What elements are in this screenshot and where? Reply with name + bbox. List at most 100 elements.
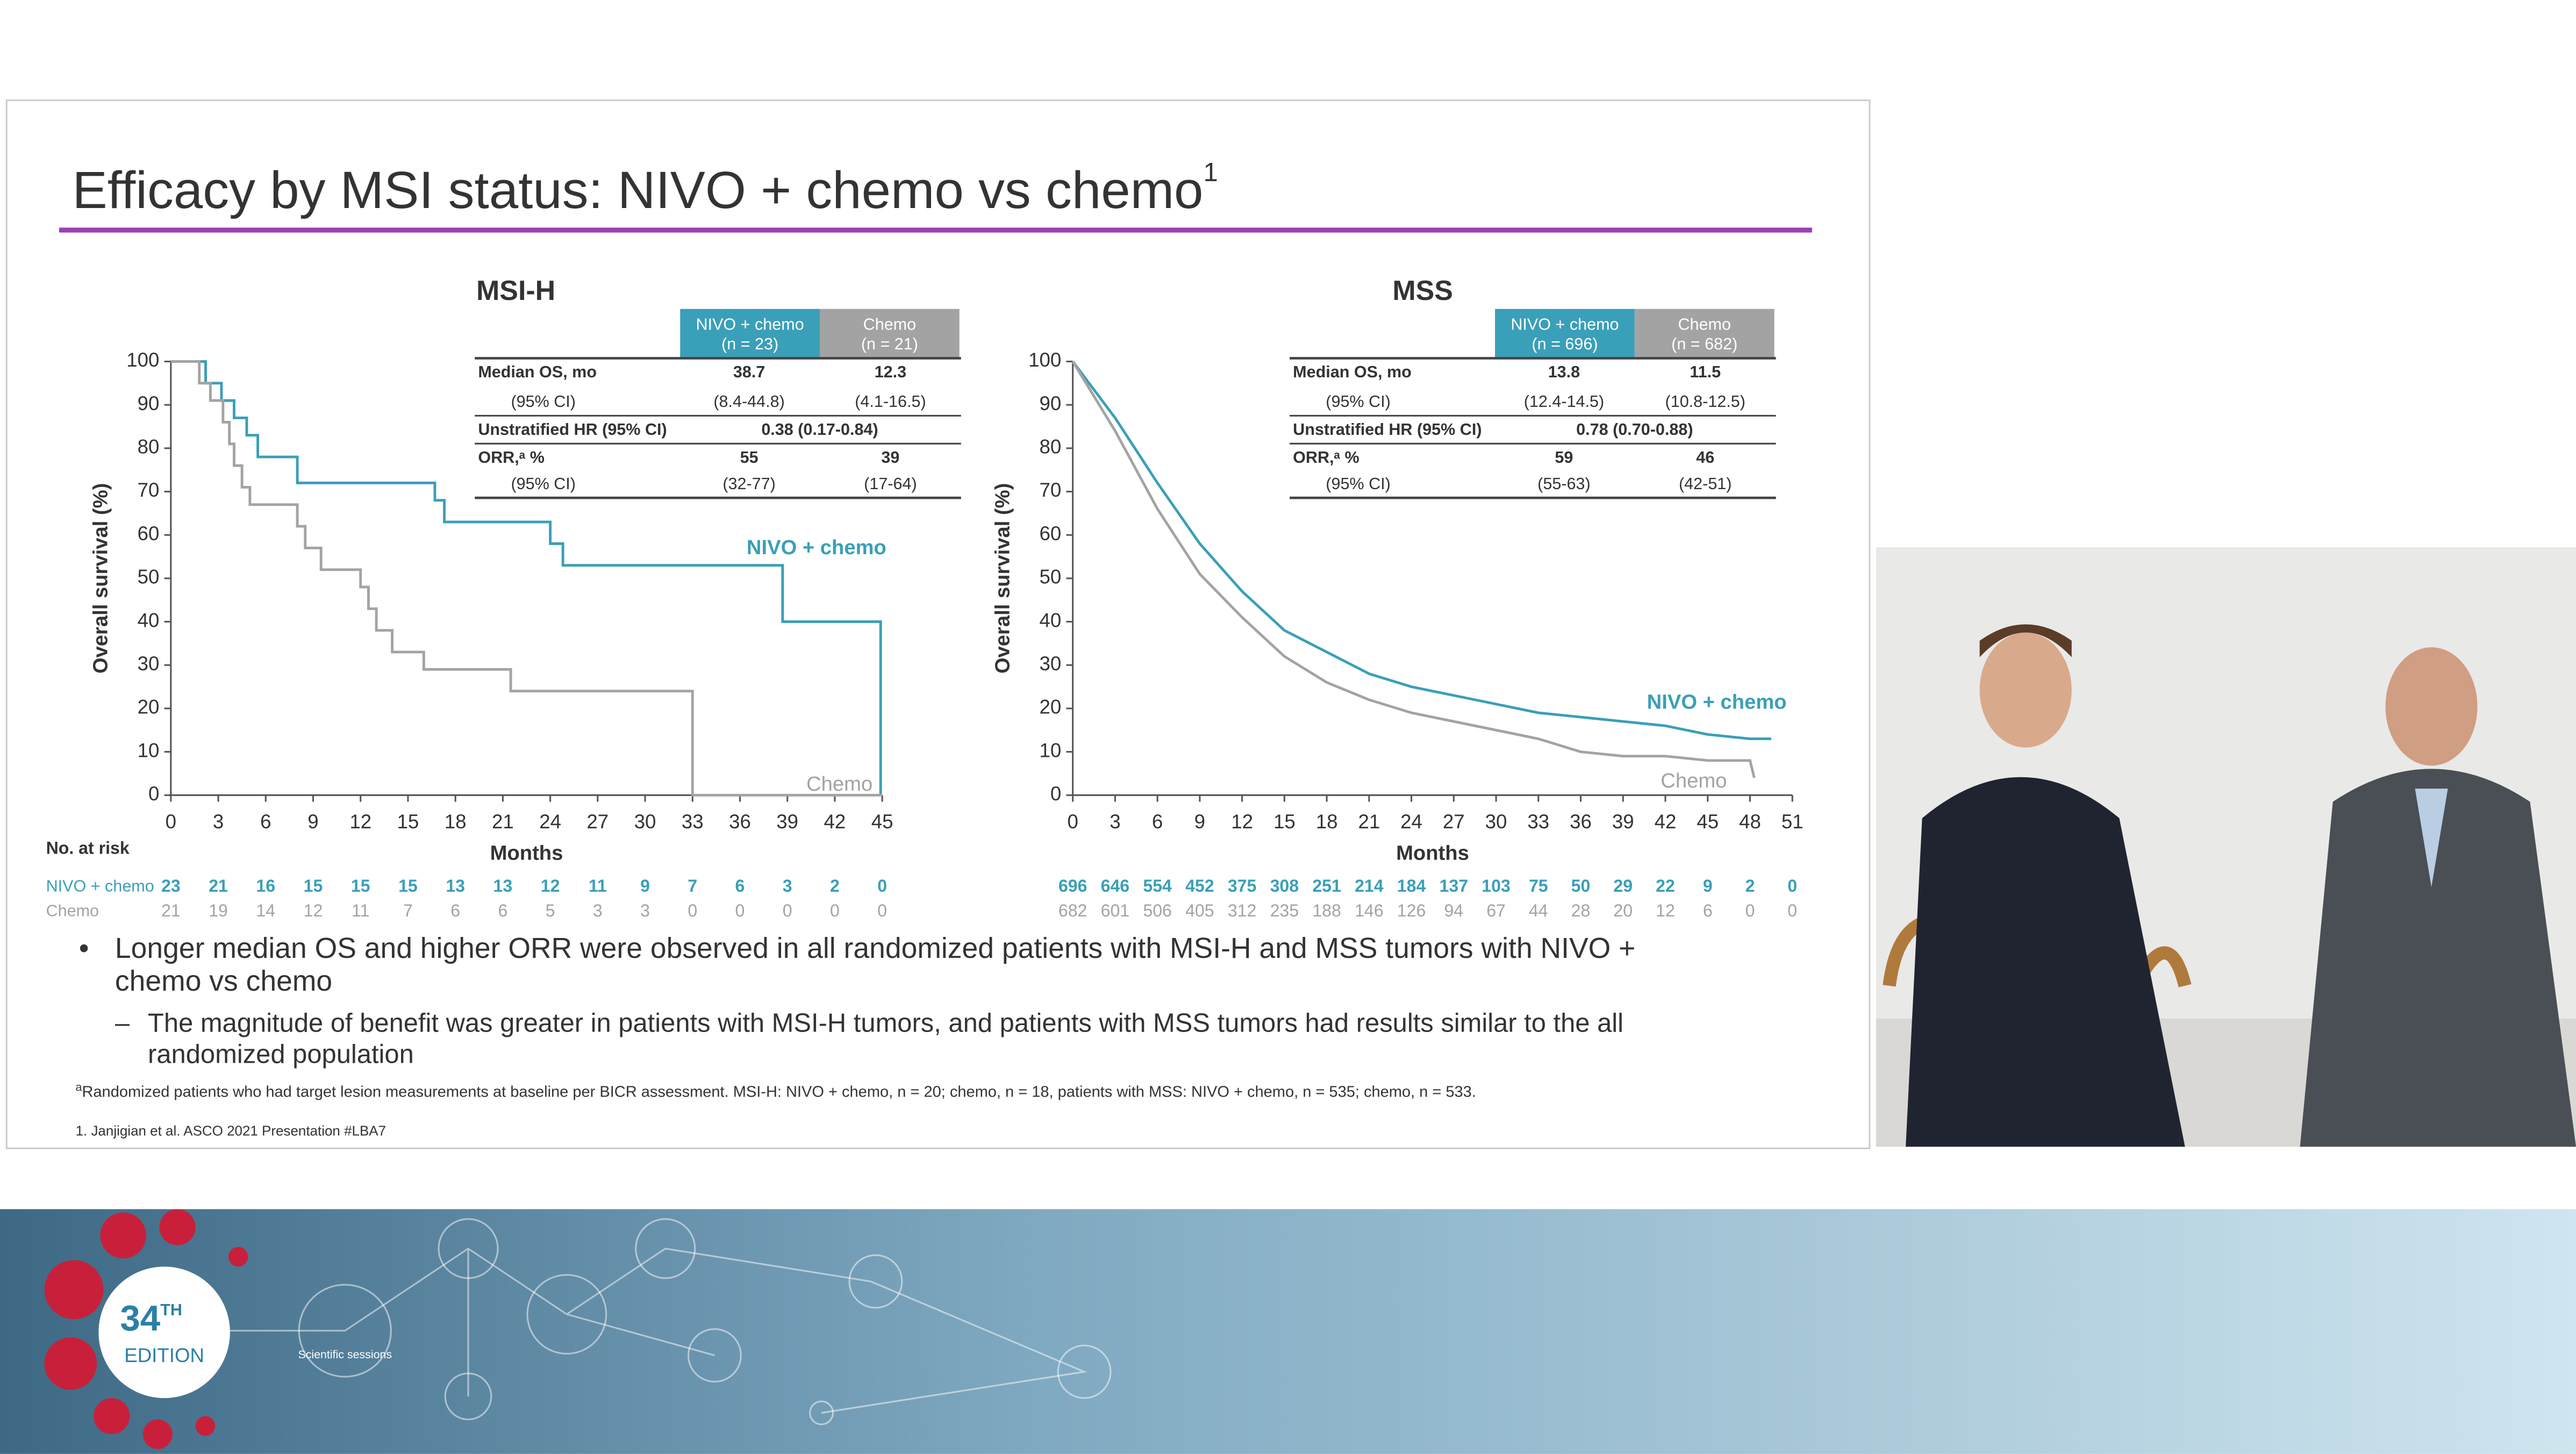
at-risk-count: 251 [1312, 876, 1341, 896]
at-risk-count: 6 [735, 876, 745, 896]
x-tick-label: 6 [1152, 811, 1163, 833]
footnote-mark: a [76, 1080, 82, 1093]
table-cell: 11.5 [1690, 363, 1721, 381]
sub-bullet-text: The magnitude of benefit was greater in … [148, 1010, 1624, 1070]
footnote: aRandomized patients who had target lesi… [76, 1080, 1476, 1100]
at-risk-count: 11 [589, 876, 607, 896]
y-tick-label: 100 [126, 349, 159, 371]
at-risk-count: 22 [1656, 876, 1675, 896]
shirt [2415, 789, 2448, 887]
y-tick-label: 70 [138, 479, 160, 501]
at-risk-count: 184 [1397, 876, 1426, 896]
table-cell: 12.3 [875, 363, 906, 381]
at-risk-count: 0 [877, 876, 887, 896]
x-tick-label: 0 [166, 811, 176, 833]
table-cell: (4.1-16.5) [855, 392, 926, 411]
y-tick-label: 30 [1039, 653, 1061, 675]
x-tick-label: 45 [871, 811, 893, 833]
x-tick-label: 12 [1231, 811, 1253, 833]
person-body [1906, 777, 2185, 1147]
y-tick-label: 100 [1028, 349, 1061, 371]
sub-bullet: – The magnitude of benefit was greater in… [115, 1010, 1624, 1070]
survival-curve [1071, 361, 1756, 778]
x-tick-label: 3 [213, 811, 224, 833]
x-tick-label: 18 [1316, 811, 1338, 833]
at-risk-count: 13 [493, 876, 513, 896]
y-tick-label: 20 [138, 696, 160, 718]
at-risk-count: 646 [1101, 876, 1130, 896]
curve-label: Chemo [806, 772, 872, 796]
at-risk-count: 44 [1529, 901, 1548, 920]
table-cell: 55 [740, 448, 759, 467]
curve-label: Chemo [1661, 769, 1727, 792]
table-row-label: (95% CI) [1326, 475, 1391, 493]
bullet-text: Longer median OS and higher ORR were obs… [115, 931, 1636, 998]
at-risk-count: 137 [1440, 876, 1469, 896]
y-tick-label: 50 [138, 566, 160, 588]
at-risk-count: 14 [256, 901, 275, 920]
at-risk-count: 3 [640, 901, 650, 920]
x-tick-label: 30 [634, 811, 656, 833]
at-risk-count: 12 [1656, 901, 1675, 920]
table-cell: (10.8-12.5) [1665, 392, 1745, 411]
x-tick-label: 33 [682, 811, 704, 833]
at-risk-count: 11 [352, 901, 369, 920]
at-risk-count: 19 [209, 901, 228, 920]
at-risk-count: 308 [1270, 876, 1299, 896]
at-risk-count: 23 [161, 876, 181, 896]
at-risk-label: No. at risk [46, 839, 130, 858]
table-header-text: (n = 21) [861, 335, 918, 353]
x-tick-label: 21 [1358, 811, 1380, 833]
icon-dot [228, 1247, 248, 1267]
at-risk-count: 0 [1745, 901, 1755, 920]
table-row-label: Unstratified HR (95% CI) [478, 420, 667, 439]
icon-dot [142, 1419, 173, 1449]
at-risk-count: 16 [256, 876, 275, 896]
x-tick-label: 18 [445, 811, 467, 833]
at-risk-count: 126 [1397, 901, 1426, 920]
edition-suffix: TH [160, 1301, 182, 1319]
at-risk-count: 682 [1058, 901, 1087, 920]
icon-dot [44, 1260, 104, 1320]
x-tick-label: 3 [1110, 811, 1120, 833]
at-risk-count: 0 [688, 901, 697, 920]
y-tick-label: 80 [1039, 436, 1061, 458]
at-risk-count: 0 [783, 901, 792, 920]
edition-badge [98, 1266, 230, 1398]
table-cell: 0.38 (0.17-0.84) [761, 420, 878, 439]
y-tick-label: 30 [138, 653, 160, 675]
edition-number-text: 34 [120, 1298, 160, 1338]
y-tick-label: 60 [138, 522, 160, 545]
at-risk-count: 405 [1185, 901, 1214, 920]
at-risk-count: 3 [593, 901, 603, 920]
x-tick-label: 27 [586, 811, 609, 833]
y-tick-label: 80 [138, 436, 160, 458]
y-tick-label: 0 [148, 783, 159, 805]
at-risk-count: 312 [1228, 901, 1257, 920]
x-tick-label: 36 [1570, 811, 1592, 833]
table-header-text: NIVO + chemo [1511, 315, 1619, 333]
at-risk-count: 2 [1745, 876, 1755, 896]
at-risk-count: 9 [640, 876, 650, 896]
table-cell: (32-77) [722, 475, 775, 493]
banner: 34TH EDITION Scientific sessions [0, 1209, 2576, 1454]
at-risk-count: 15 [398, 876, 418, 896]
at-risk-count: 6 [1703, 901, 1713, 920]
person-head [1979, 632, 2072, 748]
y-tick-label: 90 [138, 392, 160, 414]
table-header-text: Chemo [863, 315, 916, 333]
icon-dot [159, 1209, 196, 1245]
icon-dot [100, 1212, 146, 1259]
x-tick-label: 45 [1697, 811, 1719, 833]
reference: 1. Janjigian et al. ASCO 2021 Presentati… [76, 1123, 386, 1139]
at-risk-count: 554 [1143, 876, 1172, 896]
table-cell: (17-64) [864, 475, 917, 493]
at-risk-count: 13 [446, 876, 465, 896]
at-risk-count: 21 [209, 876, 228, 896]
chart-title: MSS [1392, 275, 1453, 306]
at-risk-count: 15 [304, 876, 323, 896]
banner-bg [0, 1209, 2576, 1454]
y-tick-label: 50 [1039, 566, 1061, 588]
table-row-label: Median OS, mo [1293, 363, 1412, 381]
at-risk-count: 20 [1613, 901, 1633, 920]
